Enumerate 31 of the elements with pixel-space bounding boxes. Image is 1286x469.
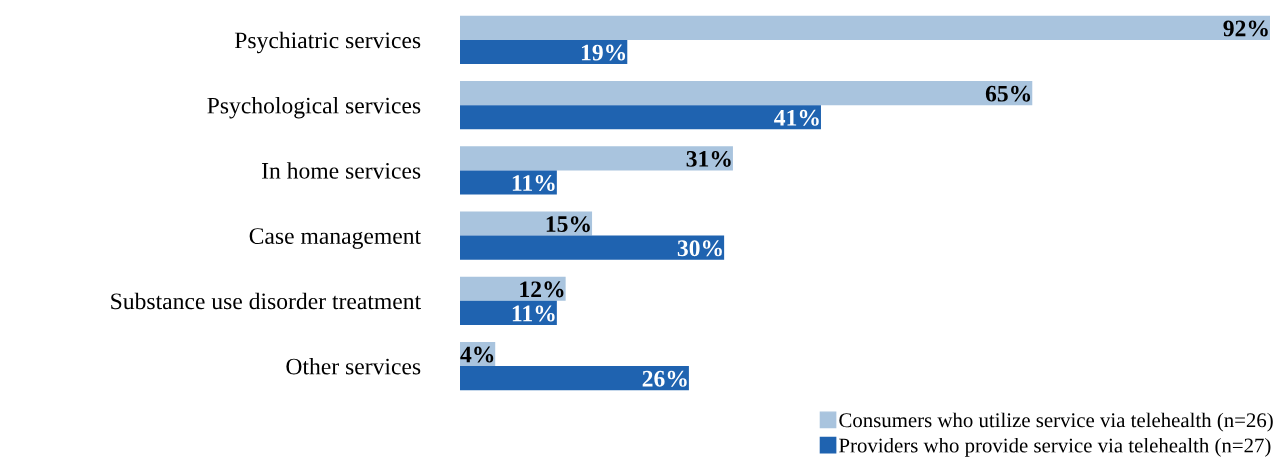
y-tick-label: In home services [261, 162, 421, 179]
bar [460, 366, 689, 391]
bar [460, 81, 1033, 106]
y-tick-label: Case management [249, 228, 421, 249]
bar [460, 15, 1270, 40]
y-tick-label: Psychiatric services [234, 31, 421, 54]
data-label: 30% [677, 240, 722, 257]
bar [460, 170, 557, 195]
bar [460, 146, 733, 171]
bar [460, 105, 821, 130]
data-label: 26% [642, 370, 687, 387]
data-label: 31% [686, 150, 731, 167]
data-label: 11% [512, 305, 555, 322]
bar [460, 235, 725, 260]
data-label: 4% [460, 346, 494, 363]
bar [460, 39, 628, 65]
data-label: 11% [512, 175, 555, 192]
legend-label: Providers who provide service via telehealth (n=27) [839, 437, 1271, 457]
y-tick-label: Substance use disorder treatment [111, 292, 421, 310]
data-label: 41% [774, 109, 819, 126]
bar [460, 211, 593, 236]
data-label: 65% [985, 85, 1031, 102]
bar [460, 276, 566, 301]
legend-label: Consumers who utilize service via telehealth (n=26) [839, 412, 1273, 432]
y-tick-label: Other services [286, 357, 421, 375]
bar [460, 300, 557, 325]
data-label: 19% [581, 44, 626, 61]
data-label: 15% [546, 216, 590, 233]
data-label: 12% [520, 281, 564, 298]
y-tick-label: Psychological services [207, 96, 421, 119]
data-label: 92% [1223, 20, 1268, 37]
